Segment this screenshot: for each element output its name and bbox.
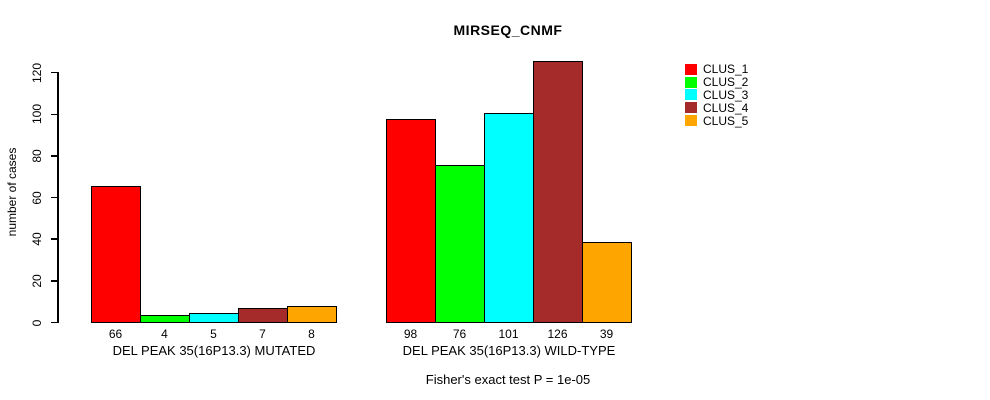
legend-item: CLUS_4 — [685, 100, 749, 115]
y-axis-tick — [51, 321, 57, 324]
y-axis-tick — [51, 155, 57, 157]
bar-clus_5 — [582, 242, 632, 323]
y-axis-tick — [51, 113, 57, 116]
legend-swatch-icon — [685, 102, 697, 114]
y-axis-tick-label: 100 — [30, 104, 44, 125]
bar-value-label: 39 — [599, 327, 614, 341]
y-axis-tick — [51, 196, 57, 199]
bar-value-label: 7 — [259, 327, 266, 341]
y-axis-tick-label: 60 — [30, 190, 44, 205]
bar-group — [91, 60, 337, 323]
y-axis-tick-label: 120 — [30, 62, 44, 83]
y-axis-title: number of cases — [5, 147, 19, 237]
bar-value-label: 76 — [452, 327, 467, 341]
legend-label: CLUS_1 — [703, 62, 749, 77]
bar-clus_3 — [484, 113, 534, 323]
y-axis-line — [57, 72, 59, 323]
bar-clus_4 — [238, 308, 288, 323]
y-axis-tick — [51, 280, 57, 282]
bar-clus_2 — [140, 315, 190, 323]
bar-clus_1 — [91, 186, 141, 323]
bar-clus_5 — [287, 306, 337, 323]
bar-clus_1 — [386, 119, 436, 323]
group-label: DEL PEAK 35(16P13.3) MUTATED — [112, 343, 316, 358]
y-axis-tick-label: 0 — [30, 319, 44, 326]
annotation-text: Fisher's exact test P = 1e-05 — [425, 372, 591, 387]
y-axis-tick-label: 40 — [30, 232, 44, 246]
bar-clus_2 — [435, 165, 485, 323]
bar-value-label: 8 — [308, 327, 315, 341]
y-axis-tick — [51, 71, 57, 74]
bar-clus_4 — [533, 61, 583, 323]
bar-group — [386, 60, 632, 323]
legend-swatch-icon — [685, 115, 697, 127]
bar-value-label: 4 — [161, 327, 168, 341]
chart-title: MIRSEQ_CNMF — [453, 22, 563, 38]
legend-label: CLUS_2 — [703, 75, 749, 90]
legend-swatch-icon — [685, 89, 697, 101]
legend-item: CLUS_2 — [685, 75, 749, 90]
legend-label: CLUS_5 — [703, 113, 749, 128]
bar-value-label: 5 — [210, 327, 217, 341]
bar-value-row: 98 76 101 126 39 — [386, 327, 631, 341]
bar-value-label: 101 — [498, 327, 519, 341]
bar-value-label: 98 — [403, 327, 418, 341]
bar-clus_3 — [189, 313, 239, 323]
legend-item: CLUS_3 — [685, 88, 749, 102]
legend-item: CLUS_1 — [685, 62, 749, 77]
legend-label: CLUS_4 — [703, 100, 749, 115]
legend-swatch-icon — [685, 63, 697, 75]
y-axis-tick-label: 80 — [30, 149, 44, 163]
bar-value-label: 66 — [108, 327, 123, 341]
bar-value-label: 126 — [547, 327, 568, 341]
y-axis-tick-label: 20 — [30, 274, 44, 288]
bar-value-row: 66 4 5 7 8 — [91, 327, 336, 341]
legend-label: CLUS_3 — [703, 88, 749, 102]
legend-swatch-icon — [685, 76, 697, 88]
legend: CLUS_1 CLUS_2 CLUS_3 CLUS_4 CLUS_5 — [685, 62, 749, 128]
y-axis-tick — [51, 238, 57, 240]
group-label: DEL PEAK 35(16P13.3) WILD-TYPE — [402, 343, 616, 358]
legend-item: CLUS_5 — [685, 113, 749, 128]
